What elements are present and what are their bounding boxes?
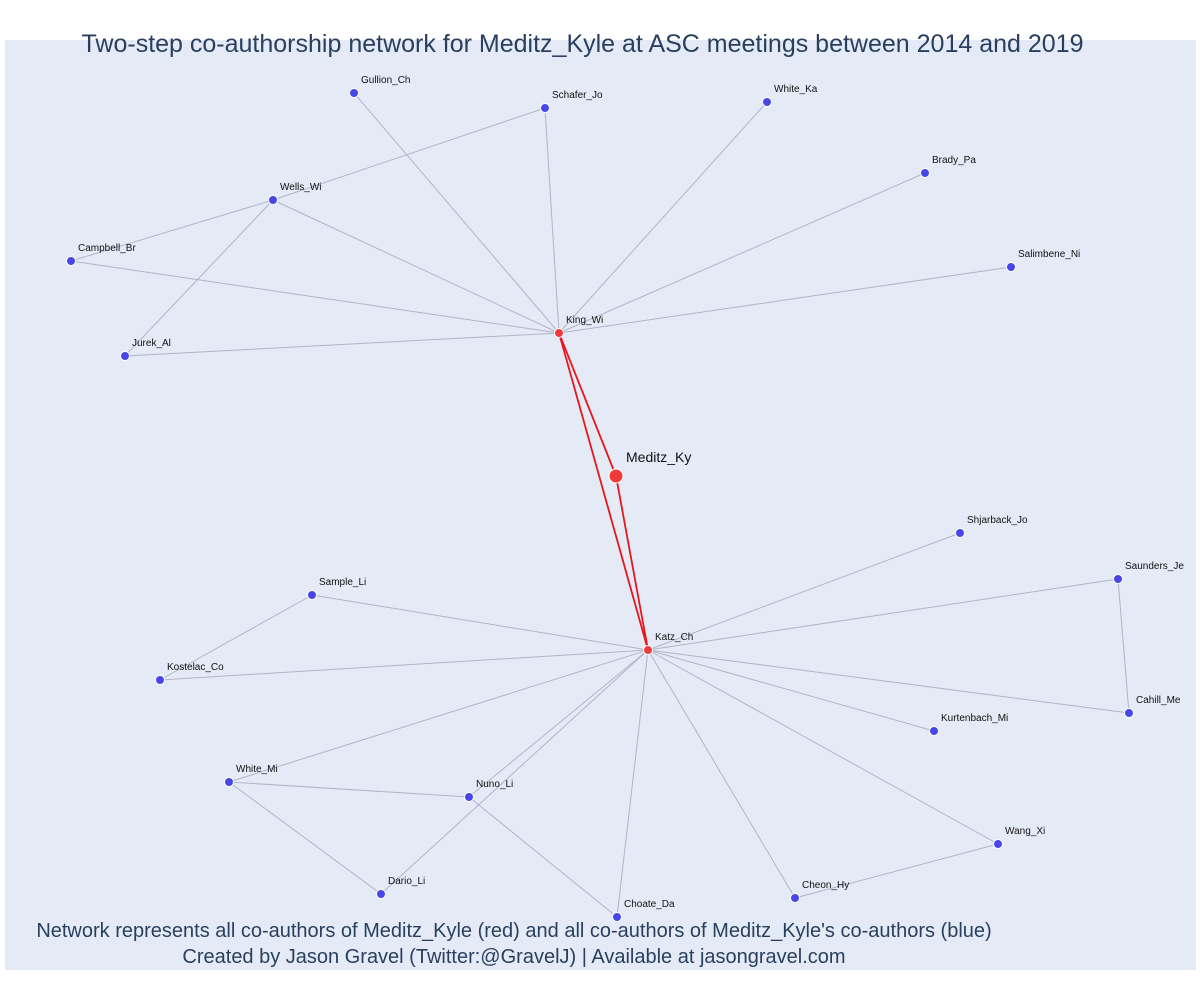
node-Campbell_Br[interactable] <box>66 256 76 266</box>
node-label-Campbell_Br: Campbell_Br <box>78 243 136 254</box>
edge-Katz_Ch-Nuno_Li <box>468 649 649 798</box>
node-label-Shjarback_Jo: Shjarback_Jo <box>967 515 1028 526</box>
node-Nuno_Li[interactable] <box>464 792 474 802</box>
edge-White_Mi-Dario_Li <box>228 781 382 895</box>
node-label-Dario_Li: Dario_Li <box>388 876 425 887</box>
node-label-Schafer_Jo: Schafer_Jo <box>552 90 603 101</box>
edge-Katz_Ch-Kostelac_Co <box>159 649 649 681</box>
node-layer <box>66 88 1134 922</box>
node-White_Mi[interactable] <box>224 777 234 787</box>
node-label-Katz_Ch: Katz_Ch <box>655 632 693 643</box>
edge-Sample_Li-Kostelac_Co <box>159 594 313 681</box>
edge-Wells_Wi-Schafer_Jo <box>272 107 546 201</box>
node-label-Salimbene_Ni: Salimbene_Ni <box>1018 249 1080 260</box>
node-Kurtenbach_Mi[interactable] <box>929 726 939 736</box>
node-label-Nuno_Li: Nuno_Li <box>476 779 513 790</box>
node-Kostelac_Co[interactable] <box>155 675 165 685</box>
node-label-Wang_Xi: Wang_Xi <box>1005 826 1045 837</box>
edge-Meditz_Ky-Katz_Ch <box>615 475 649 651</box>
edge-Meditz_Ky-King_Wi <box>558 332 617 477</box>
chart-title: Two-step co-authorship network for Medit… <box>81 30 1084 58</box>
node-label-Cheon_Hy: Cheon_Hy <box>802 880 849 891</box>
node-Jurek_Al[interactable] <box>120 351 130 361</box>
node-label-Saunders_Je: Saunders_Je <box>1125 561 1184 572</box>
node-White_Ka[interactable] <box>762 97 772 107</box>
edge-Katz_Ch-Kurtenbach_Mi <box>647 649 935 732</box>
node-Gullion_Ch[interactable] <box>349 88 359 98</box>
node-label-Kurtenbach_Mi: Kurtenbach_Mi <box>941 713 1008 724</box>
edge-King_Wi-White_Ka <box>558 101 768 334</box>
edge-King_Wi-Campbell_Br <box>70 260 560 334</box>
node-label-Cahill_Me: Cahill_Me <box>1136 695 1181 706</box>
node-Shjarback_Jo[interactable] <box>955 528 965 538</box>
node-label-White_Ka: White_Ka <box>774 84 818 95</box>
edge-White_Mi-Nuno_Li <box>228 781 470 798</box>
edge-Nuno_Li-Choate_Da <box>468 796 618 918</box>
edge-Katz_Ch-Cahill_Me <box>647 649 1130 714</box>
edge-Katz_Ch-Shjarback_Jo <box>647 532 961 651</box>
node-Sample_Li[interactable] <box>307 590 317 600</box>
node-Saunders_Je[interactable] <box>1113 574 1123 584</box>
node-label-Brady_Pa: Brady_Pa <box>932 155 976 166</box>
node-King_Wi[interactable] <box>554 328 564 338</box>
caption-line-2: Created by Jason Gravel (Twitter:@Gravel… <box>182 946 846 968</box>
node-label-King_Wi: King_Wi <box>566 315 603 326</box>
node-Meditz_Ky[interactable] <box>608 468 624 484</box>
edge-King_Wi-Katz_Ch <box>558 332 649 651</box>
edge-Wang_Xi-Cheon_Hy <box>794 843 999 899</box>
edge-Katz_Ch-Cheon_Hy <box>647 649 796 899</box>
node-label-Meditz_Ky: Meditz_Ky <box>626 449 691 465</box>
node-Dario_Li[interactable] <box>376 889 386 899</box>
edge-King_Wi-Schafer_Jo <box>544 107 560 334</box>
edge-Katz_Ch-Saunders_Je <box>647 578 1119 651</box>
node-Wang_Xi[interactable] <box>993 839 1003 849</box>
node-Katz_Ch[interactable] <box>643 645 653 655</box>
node-label-White_Mi: White_Mi <box>236 764 278 775</box>
node-label-Wells_Wi: Wells_Wi <box>280 182 321 193</box>
node-label-Choate_Da: Choate_Da <box>624 899 675 910</box>
edge-Katz_Ch-White_Mi <box>228 649 649 783</box>
caption-line-1: Network represents all co-authors of Med… <box>36 920 992 942</box>
node-Salimbene_Ni[interactable] <box>1006 262 1016 272</box>
edge-Katz_Ch-Dario_Li <box>380 649 649 895</box>
edge-King_Wi-Jurek_Al <box>124 332 560 357</box>
edge-King_Wi-Gullion_Ch <box>353 92 560 334</box>
edge-layer <box>70 92 1130 918</box>
edge-Katz_Ch-Choate_Da <box>616 649 649 918</box>
caption: Network represents all co-authors of Med… <box>0 918 1028 970</box>
edge-Katz_Ch-Wang_Xi <box>647 649 999 845</box>
edge-Wells_Wi-Campbell_Br <box>70 199 274 262</box>
node-Cahill_Me[interactable] <box>1124 708 1134 718</box>
node-Wells_Wi[interactable] <box>268 195 278 205</box>
edge-Wells_Wi-Jurek_Al <box>124 199 274 357</box>
node-Choate_Da[interactable] <box>612 912 622 922</box>
edge-Katz_Ch-Sample_Li <box>311 594 649 651</box>
plot-background <box>5 40 1196 970</box>
node-label-Sample_Li: Sample_Li <box>319 577 366 588</box>
edge-King_Wi-Wells_Wi <box>272 199 560 334</box>
node-Cheon_Hy[interactable] <box>790 893 800 903</box>
node-label-Kostelac_Co: Kostelac_Co <box>167 662 224 673</box>
edge-King_Wi-Brady_Pa <box>558 172 926 334</box>
node-Schafer_Jo[interactable] <box>540 103 550 113</box>
label-layer: Meditz_Ky King_Wi Katz_Ch Gullion_Ch Schafer… <box>78 75 1184 910</box>
node-Brady_Pa[interactable] <box>920 168 930 178</box>
node-label-Gullion_Ch: Gullion_Ch <box>361 75 410 86</box>
edge-King_Wi-Salimbene_Ni <box>558 266 1012 334</box>
edge-Saunders_Je-Cahill_Me <box>1117 578 1130 714</box>
node-label-Jurek_Al: Jurek_Al <box>132 338 171 349</box>
